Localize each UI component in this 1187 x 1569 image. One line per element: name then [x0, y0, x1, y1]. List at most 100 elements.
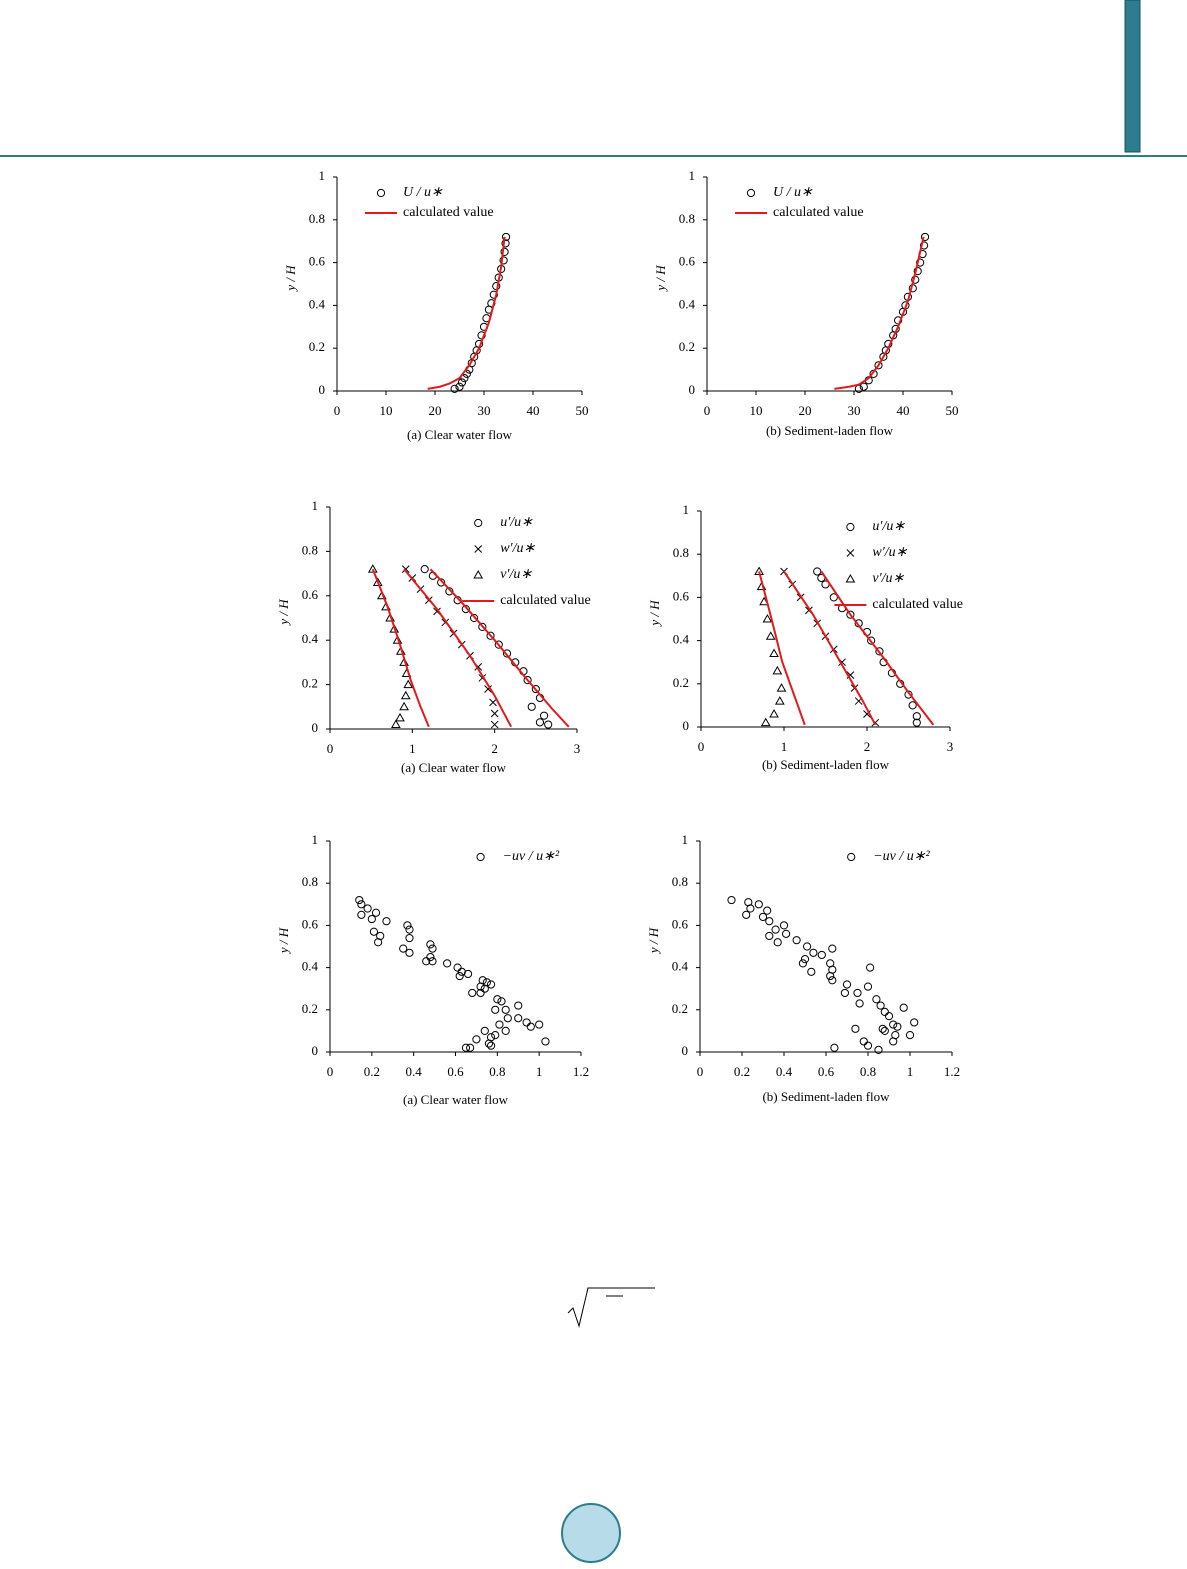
y-tick-label: 0	[312, 720, 319, 735]
x-tick-label: 1.2	[573, 1064, 589, 1079]
x-tick-label: 0.2	[734, 1064, 750, 1079]
legend-label: U / u∗	[773, 185, 813, 200]
legend-label: calculated value	[773, 205, 864, 220]
data-point	[501, 232, 511, 242]
y-axis-label: y / H	[653, 265, 668, 293]
calculated-line	[371, 568, 430, 728]
x-tick-label: 0	[697, 1064, 704, 1079]
data-point	[469, 613, 479, 623]
data-point	[872, 995, 881, 1004]
data-point	[502, 649, 512, 658]
calculated-line	[758, 571, 806, 726]
legend-label: calculated value	[403, 205, 494, 220]
y-tick-label: 0.6	[302, 587, 319, 602]
y-axis-label: y / H	[283, 265, 298, 293]
data-point	[776, 683, 787, 692]
data-point	[371, 908, 381, 917]
data-point	[437, 578, 446, 587]
data-point	[763, 906, 772, 915]
data-point	[428, 957, 437, 966]
data-point	[539, 711, 549, 720]
data-point	[754, 900, 763, 909]
x-tick-label: 10	[380, 403, 393, 418]
data-point	[472, 1035, 481, 1044]
y-tick-label: 0.8	[672, 874, 688, 889]
y-tick-label: 0.4	[679, 296, 696, 311]
data-point	[863, 1041, 873, 1050]
legend-label: calculated value	[500, 593, 591, 608]
data-point	[535, 718, 545, 727]
x-tick-label: 50	[946, 403, 959, 418]
page-number-badge	[561, 1503, 621, 1563]
data-point	[445, 587, 454, 596]
data-point	[374, 938, 383, 947]
x-tick-label: 0	[327, 741, 334, 756]
calculated-line	[429, 568, 570, 728]
data-point	[910, 1018, 919, 1027]
data-point	[830, 1043, 839, 1052]
data-point	[489, 290, 498, 299]
x-tick-label: 0.4	[406, 1064, 423, 1079]
data-point	[443, 959, 452, 968]
data-point	[466, 1043, 475, 1052]
x-tick-label: 2	[864, 739, 871, 754]
legend-marker	[846, 549, 855, 557]
data-point	[792, 936, 801, 945]
header-bar	[1124, 0, 1141, 153]
y-tick-label: 0.2	[673, 675, 689, 690]
x-tick-label: 2	[491, 741, 498, 756]
data-point	[853, 988, 862, 998]
data-point	[782, 929, 791, 938]
data-point	[460, 374, 469, 383]
data-point	[798, 959, 808, 968]
data-point	[800, 955, 810, 964]
data-point	[916, 258, 925, 267]
data-point	[846, 610, 855, 619]
y-tick-label: 0.2	[302, 1001, 318, 1016]
x-tick-label: 1	[907, 1064, 914, 1079]
data-point	[842, 980, 852, 989]
y-tick-label: 0.8	[679, 211, 695, 226]
data-point	[880, 1026, 889, 1036]
calculated-line	[834, 236, 925, 390]
legend-marker	[474, 518, 483, 528]
data-point	[773, 938, 782, 947]
data-point	[855, 999, 864, 1008]
data-point	[405, 925, 414, 934]
y-tick-label: 0	[319, 382, 326, 397]
data-point	[367, 914, 376, 924]
data-point	[476, 988, 485, 998]
calculated-line	[783, 570, 877, 726]
data-point	[828, 976, 837, 985]
data-point	[453, 963, 462, 972]
data-point	[489, 698, 497, 707]
x-tick-label: 0	[698, 739, 705, 754]
y-tick-label: 0.6	[679, 254, 696, 269]
data-point	[497, 997, 506, 1006]
x-tick-label: 0	[704, 403, 711, 418]
data-point	[523, 676, 532, 685]
y-tick-label: 0.2	[309, 339, 325, 354]
data-point	[817, 950, 826, 960]
y-tick-label: 0.2	[679, 339, 695, 354]
data-point	[807, 967, 816, 976]
data-point	[874, 1045, 883, 1054]
caption: (b) Sediment-laden flow	[766, 423, 894, 438]
data-point	[401, 565, 410, 574]
y-tick-label: 0	[683, 718, 690, 733]
data-point	[813, 567, 822, 576]
data-point	[499, 256, 508, 265]
data-point	[428, 944, 437, 953]
data-point	[758, 912, 768, 922]
calculated-line	[820, 570, 935, 726]
data-point	[889, 1037, 898, 1046]
data-point	[490, 720, 499, 729]
y-axis-label: y / H	[276, 927, 291, 955]
data-point	[494, 640, 503, 649]
data-point	[863, 982, 873, 991]
data-point	[908, 701, 917, 710]
y-tick-label: 0.4	[673, 632, 690, 647]
data-point	[727, 895, 736, 905]
data-point	[774, 696, 785, 705]
